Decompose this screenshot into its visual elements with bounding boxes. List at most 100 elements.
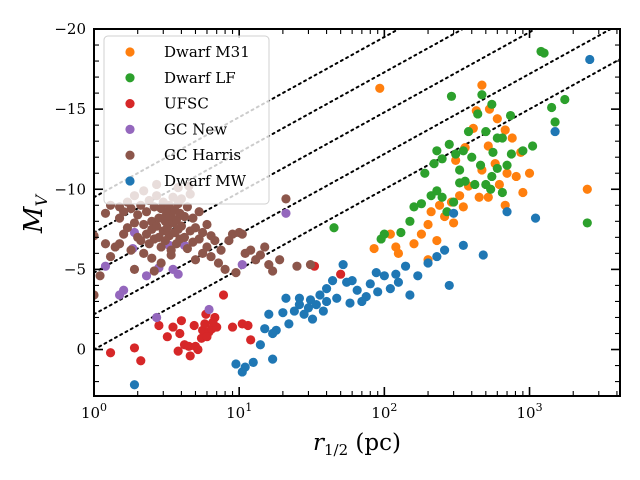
data-point — [307, 314, 318, 324]
data-point — [162, 332, 172, 342]
data-point — [347, 276, 357, 286]
legend-label: Dwarf MW — [164, 172, 247, 190]
data-point — [136, 356, 146, 366]
series-4 — [94, 179, 316, 300]
data-point — [477, 90, 487, 100]
legend-item: GC New — [125, 120, 227, 138]
data-point — [231, 267, 241, 278]
y-axis-label-sub: V — [32, 193, 51, 206]
data-point — [458, 240, 468, 250]
data-point — [539, 48, 549, 58]
data-point — [260, 242, 270, 252]
data-point — [237, 259, 247, 270]
x-tick-label: 103 — [516, 401, 542, 422]
data-point — [460, 176, 470, 186]
data-point — [321, 284, 332, 294]
data-point — [413, 271, 423, 281]
data-point — [202, 242, 212, 252]
x-axis-label-unit: (pc) — [348, 430, 401, 456]
data-point — [426, 207, 436, 217]
data-point — [451, 149, 461, 159]
data-point — [432, 186, 442, 196]
data-point — [126, 245, 136, 255]
y-tick-label: −5 — [64, 260, 86, 278]
data-point — [216, 245, 226, 255]
data-point — [585, 54, 595, 65]
data-point — [292, 261, 302, 271]
data-point — [393, 248, 404, 258]
data-point — [166, 250, 176, 260]
data-point — [409, 239, 419, 249]
data-point — [550, 126, 560, 137]
legend-label: GC Harris — [164, 146, 241, 164]
data-point — [474, 192, 484, 202]
reference-line-2 — [94, 29, 613, 316]
reference-line-1 — [94, 58, 620, 351]
legend-box — [103, 35, 270, 205]
data-point — [507, 133, 517, 143]
data-point — [497, 187, 507, 198]
data-point — [160, 211, 170, 222]
data-point — [141, 207, 152, 217]
data-point — [284, 319, 294, 329]
data-point — [405, 216, 415, 226]
data-point — [315, 290, 325, 300]
data-point — [175, 328, 185, 339]
data-point — [582, 218, 592, 228]
data-point — [114, 290, 125, 300]
data-point — [560, 94, 570, 105]
data-point — [444, 280, 454, 291]
data-point — [94, 290, 99, 300]
legend-label: Dwarf LF — [164, 69, 236, 87]
data-point — [455, 165, 465, 175]
data-point — [379, 271, 389, 281]
data-point — [305, 295, 316, 305]
data-point — [176, 316, 187, 326]
series-5 — [129, 54, 595, 390]
data-point — [281, 208, 291, 218]
data-point — [179, 211, 190, 222]
data-point — [176, 221, 187, 231]
data-point — [94, 231, 99, 241]
data-point — [294, 293, 305, 303]
legend-item: UFSC — [125, 95, 209, 113]
data-point — [184, 341, 194, 351]
plot-frame — [93, 28, 621, 397]
data-point — [182, 243, 193, 254]
data-point — [494, 179, 504, 190]
data-point — [527, 141, 538, 151]
data-point — [393, 277, 404, 287]
data-point — [376, 234, 386, 244]
data-point — [338, 259, 348, 270]
x-tick-label: 101 — [226, 401, 252, 422]
legend-item: GC Harris — [125, 146, 241, 164]
data-point — [208, 317, 218, 327]
data-point — [477, 80, 487, 90]
x-axis-label: r1/2 (pc) — [313, 430, 401, 459]
data-point — [243, 320, 253, 331]
data-point — [129, 264, 140, 274]
data-point — [200, 319, 210, 329]
legend-marker — [125, 99, 135, 109]
data-point — [329, 223, 339, 233]
data-point — [505, 110, 516, 121]
data-point — [147, 253, 157, 263]
data-point — [129, 218, 140, 228]
data-point — [237, 367, 247, 377]
data-point — [173, 346, 183, 356]
data-point — [492, 114, 502, 124]
data-point — [289, 306, 299, 316]
data-point — [423, 258, 433, 268]
data-point — [502, 168, 512, 178]
data-point — [391, 269, 401, 279]
data-point — [95, 271, 105, 281]
data-point — [268, 328, 278, 339]
data-point — [582, 184, 592, 194]
data-point — [179, 232, 190, 242]
data-point — [327, 276, 338, 286]
data-point — [488, 147, 498, 158]
data-point — [478, 250, 488, 260]
data-point — [352, 285, 362, 295]
data-point — [432, 235, 442, 246]
data-point — [190, 223, 201, 233]
